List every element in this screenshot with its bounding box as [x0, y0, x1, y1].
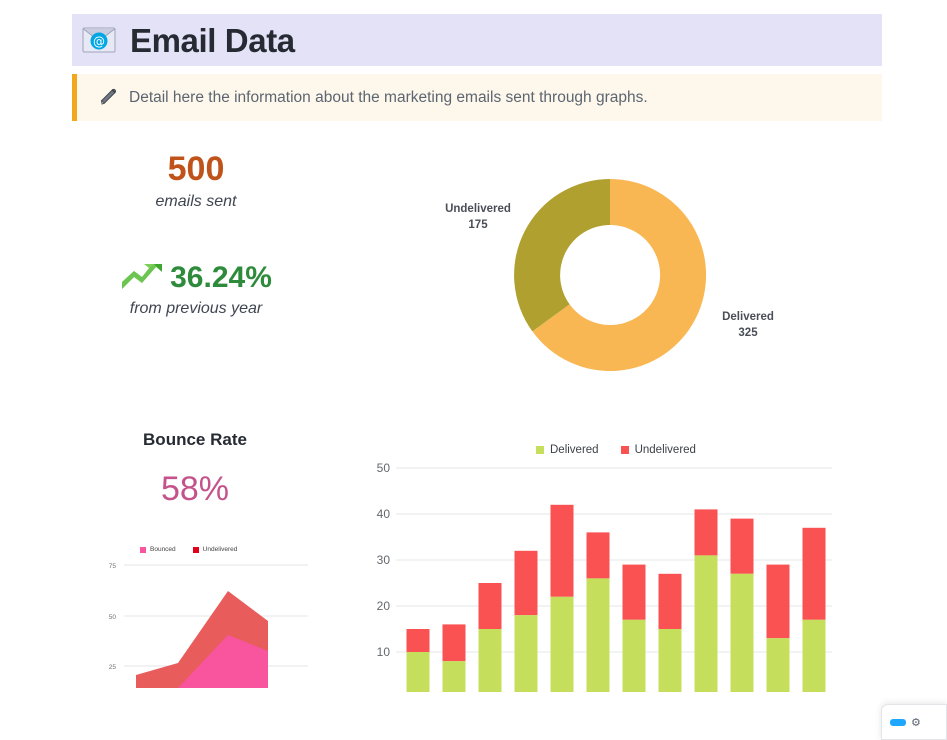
bar-segment-undelivered [550, 504, 574, 597]
bar-ytick-30: 30 [377, 553, 391, 567]
bounce-rate-value: 58% [160, 470, 230, 508]
bar-segment-undelivered [622, 564, 646, 620]
emails-sent-value: 500 [167, 150, 225, 188]
delivery-bar-chart: Delivered Undelivered 50 40 30 20 10 [366, 444, 836, 692]
legend-label-undelivered-bar: Undelivered [634, 444, 696, 456]
page-title: Email Data [130, 21, 295, 59]
bar-ytick-labels: 50 40 30 20 10 [377, 461, 391, 659]
bounce-rate-area-chart: 75 50 25 [109, 563, 308, 688]
bar-ytick-20: 20 [377, 599, 391, 613]
legend-swatch-bounced [140, 546, 146, 553]
bounce-rate-title: Bounce Rate [143, 430, 247, 449]
area-series-bounced [136, 635, 268, 688]
bar-segment-undelivered [586, 532, 610, 579]
bounce-area-legend: Bounced Undelivered [140, 546, 237, 553]
growth-percentage-label: from previous year [129, 299, 263, 317]
bar-segment-undelivered [658, 573, 682, 629]
bar-segment-delivered [514, 615, 538, 692]
legend-label-bounced: Bounced [150, 546, 176, 553]
area-ytick-25: 25 [109, 664, 117, 671]
legend-item-delivered: Delivered [536, 444, 599, 456]
bar-segment-delivered [622, 619, 646, 692]
pencil-icon [99, 88, 118, 107]
donut-svg [514, 178, 707, 371]
bar-ytick-40: 40 [377, 507, 391, 521]
donut-label-undelivered: Undelivered 175 [432, 202, 524, 233]
donut-label-undelivered-value: 175 [468, 218, 488, 231]
donut-label-delivered: Delivered 325 [702, 310, 794, 341]
bar-segment-delivered [442, 661, 466, 692]
bar-segment-delivered [658, 629, 682, 692]
toolbar-pill-icon[interactable] [890, 718, 906, 726]
trending-up-arrow-icon [120, 262, 164, 294]
legend-swatch-undelivered-bar [620, 446, 629, 454]
bar-segment-undelivered [514, 550, 538, 616]
svg-text:@: @ [93, 35, 105, 49]
bar-chart-legend: Delivered Undelivered [536, 444, 696, 456]
floating-toolbar-widget[interactable]: ⚙ [881, 704, 947, 740]
email-at-envelope-icon: @ [82, 26, 116, 54]
legend-swatch-delivered [536, 446, 544, 454]
donut-slice-undelivered [514, 179, 610, 332]
bar-segment-undelivered [442, 624, 466, 662]
bar-segment-delivered [766, 638, 790, 692]
bar-segment-undelivered [694, 509, 718, 556]
bar-segment-undelivered [406, 629, 430, 652]
bar-segment-undelivered [730, 518, 754, 574]
growth-metric-row: 36.24% [96, 262, 296, 294]
bar-segment-undelivered [766, 564, 790, 639]
bar-ytick-10: 10 [377, 645, 391, 659]
donut-slice-delivered [532, 178, 707, 371]
bar-segment-delivered [586, 578, 610, 692]
bar-segment-delivered [802, 619, 826, 692]
legend-swatch-undelivered [192, 546, 199, 553]
legend-item-undelivered: Undelivered [192, 546, 238, 553]
kpi-summary-block: 500 emails sent 36.24% from previous yea… [96, 150, 296, 318]
description-text: Detail here the information about the ma… [129, 88, 648, 106]
legend-item-undelivered-bar: Undelivered [620, 444, 696, 456]
bar-segment-delivered [478, 629, 502, 692]
page-header-banner: @ Email Data [72, 14, 882, 66]
legend-item-bounced: Bounced [140, 546, 176, 553]
description-callout: Detail here the information about the ma… [72, 74, 882, 121]
donut-label-delivered-name: Delivered [722, 311, 774, 323]
emails-sent-label: emails sent [155, 192, 237, 210]
bar-segment-delivered [730, 573, 754, 692]
delivery-donut-chart: Undelivered 175 Delivered 325 [420, 160, 820, 390]
growth-percentage-value: 36.24% [170, 260, 272, 294]
legend-label-undelivered: Undelivered [202, 546, 238, 553]
donut-label-delivered-value: 325 [738, 326, 758, 339]
bar-segment-delivered [406, 652, 430, 692]
donut-label-undelivered-name: Undelivered [445, 203, 511, 215]
bar-series-group [406, 504, 826, 692]
area-ytick-50: 50 [109, 614, 117, 621]
bar-chart-svg: 50 40 30 20 10 [377, 461, 832, 692]
legend-label-delivered: Delivered [550, 444, 599, 456]
area-ytick-75: 75 [109, 563, 117, 570]
bar-segment-delivered [550, 596, 574, 692]
toolbar-glyph-icon[interactable]: ⚙ [911, 716, 921, 729]
bounce-rate-block: Bounce Rate 58% [95, 430, 295, 506]
bar-gridlines [396, 467, 832, 653]
bar-segment-delivered [694, 555, 718, 692]
bar-segment-undelivered [802, 527, 826, 620]
bar-segment-undelivered [478, 583, 502, 629]
bar-ytick-50: 50 [377, 461, 391, 475]
